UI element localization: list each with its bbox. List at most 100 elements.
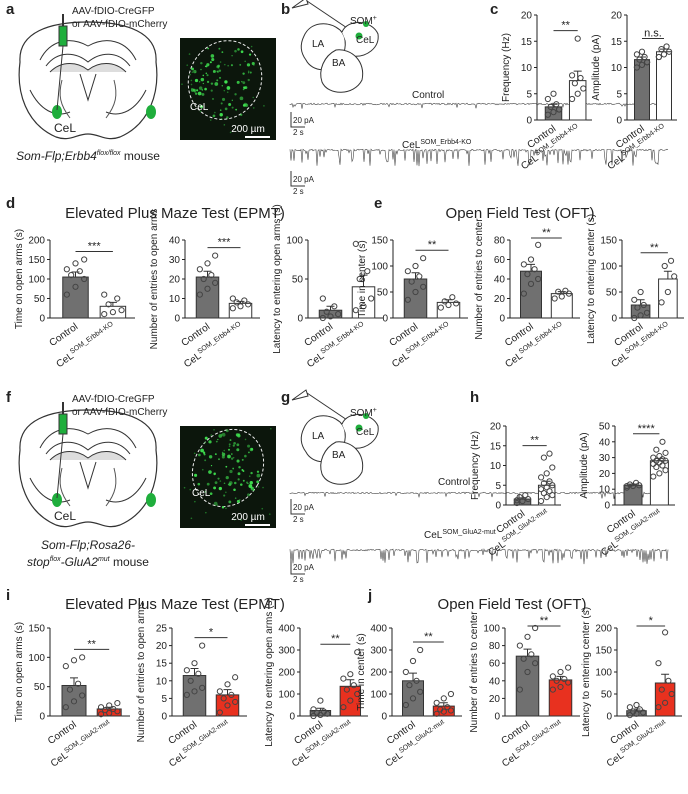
data-point [404,268,411,275]
y-tick-label: 0 [611,314,617,325]
significance-label: * [649,615,654,627]
data-point [195,670,202,677]
y-tick-label: 40 [599,437,611,448]
cell [248,53,252,56]
y-tick-label: 100 [370,690,387,701]
cell [209,492,213,496]
panel-label: d [6,195,15,212]
data-point [577,74,584,82]
y-tick-label: 15 [156,659,168,670]
cell [183,486,186,489]
data-point [643,309,651,316]
data-point [404,296,411,303]
cell [204,490,207,493]
cell [213,501,218,506]
cell [194,92,198,95]
genotype-text: Som-Flp;Erbb4 [16,149,97,163]
error-bar [203,270,212,278]
data-point [562,287,569,294]
panel-label: a [6,1,15,18]
data-point [522,492,529,499]
cell [218,69,222,72]
cell [236,443,240,447]
data-point [658,299,665,306]
x-tick-label: CeLSOM_Erbb4-KO [305,320,369,370]
y-tick-label: 0 [616,116,622,127]
cell [236,448,240,452]
cell [214,481,218,485]
data-point [237,303,244,310]
cell [221,455,225,459]
data-point [81,275,88,283]
data-point [229,305,236,312]
cell [244,438,247,441]
y-axis-label: Amplitude (pA) [591,34,602,100]
virus-label: AAV-fDIO-CreGFP [72,6,155,17]
y-tick-label: 20 [599,469,611,480]
data-point [114,699,121,707]
y-tick-label: 50 [606,288,618,299]
error-bar [359,274,368,287]
cell [221,51,224,54]
data-point [637,288,644,296]
data-point [105,301,112,308]
brain-schematic [18,13,158,140]
cell [214,111,216,114]
data-point [79,692,86,699]
data-point [440,695,447,702]
cell [221,85,223,87]
cell [217,67,220,69]
cell [233,488,236,491]
data-point [513,497,520,504]
cell [237,472,241,476]
region-label: CeL [54,509,76,523]
cell [194,71,197,74]
neuron-text: SOM [350,16,373,27]
y-tick-label: 15 [521,37,533,48]
cell [194,500,196,503]
data-point [636,706,643,713]
cell [239,499,241,501]
data-point [546,478,553,485]
data-point [447,690,455,698]
data-point [568,72,576,79]
cell [221,432,226,437]
image-label: CeL [192,488,211,499]
bar [515,655,540,717]
data-point [335,311,342,318]
y-tick-label: 0 [381,712,387,723]
cell [190,79,193,82]
error-bar [523,648,532,657]
data-point [557,668,564,676]
y-axis-label: Frequency (Hz) [470,431,481,500]
data-point [662,457,669,464]
section-title: Open Field Test (OFT) [446,205,595,222]
cell [243,86,246,89]
data-point [106,702,113,709]
data-point [417,646,424,654]
cell [228,481,233,485]
data-point [549,673,556,680]
data-point [408,278,415,285]
data-point [549,464,556,471]
data-point [532,624,539,632]
cell [242,479,245,482]
bar [403,278,428,319]
y-axis-label: Number of entries to open arms [149,209,160,350]
genotype-sup: flox/flox [97,150,121,157]
cell [216,70,218,73]
data-point [574,35,581,42]
cell [189,488,192,491]
cell [247,451,250,454]
y-tick-label: 15 [611,37,623,48]
y-tick-label: 20 [494,294,506,305]
y-tick-label: 0 [526,116,532,127]
significance-label: ** [428,239,437,251]
cell [218,47,221,50]
cell [242,88,245,91]
y-tick-label: 15 [490,441,502,452]
data-point [661,262,668,270]
y-tick-label: 100 [28,653,45,664]
data-point [527,280,535,287]
